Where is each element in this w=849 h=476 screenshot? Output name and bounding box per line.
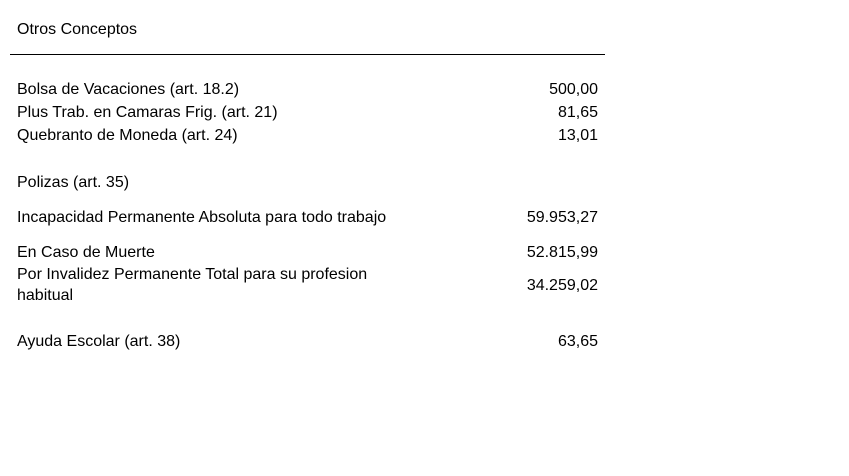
poliza-label: Por Invalidez Permanente Total para su p…	[17, 266, 368, 283]
item-value: 81,65	[557, 104, 598, 121]
item-value: 500,00	[549, 81, 598, 98]
poliza-value: 34.259,02	[526, 277, 598, 294]
section-title: Otros Conceptos	[17, 21, 138, 38]
poliza-label: Incapacidad Permanente Absoluta para tod…	[17, 209, 387, 226]
divider	[10, 54, 605, 55]
item-value: 13,01	[557, 127, 598, 144]
polizas-heading: Polizas (art. 35)	[17, 174, 130, 191]
item-label: Plus Trab. en Camaras Frig. (art. 21)	[17, 104, 278, 121]
item-label: Quebranto de Moneda (art. 24)	[17, 127, 238, 144]
poliza-label-continued: habitual	[17, 287, 74, 304]
ayuda-value: 63,65	[557, 333, 598, 350]
poliza-value: 52.815,99	[526, 244, 598, 261]
ayuda-label: Ayuda Escolar (art. 38)	[17, 333, 181, 350]
poliza-label: En Caso de Muerte	[17, 244, 155, 261]
item-label: Bolsa de Vacaciones (art. 18.2)	[17, 81, 240, 98]
poliza-value: 59.953,27	[526, 209, 598, 226]
